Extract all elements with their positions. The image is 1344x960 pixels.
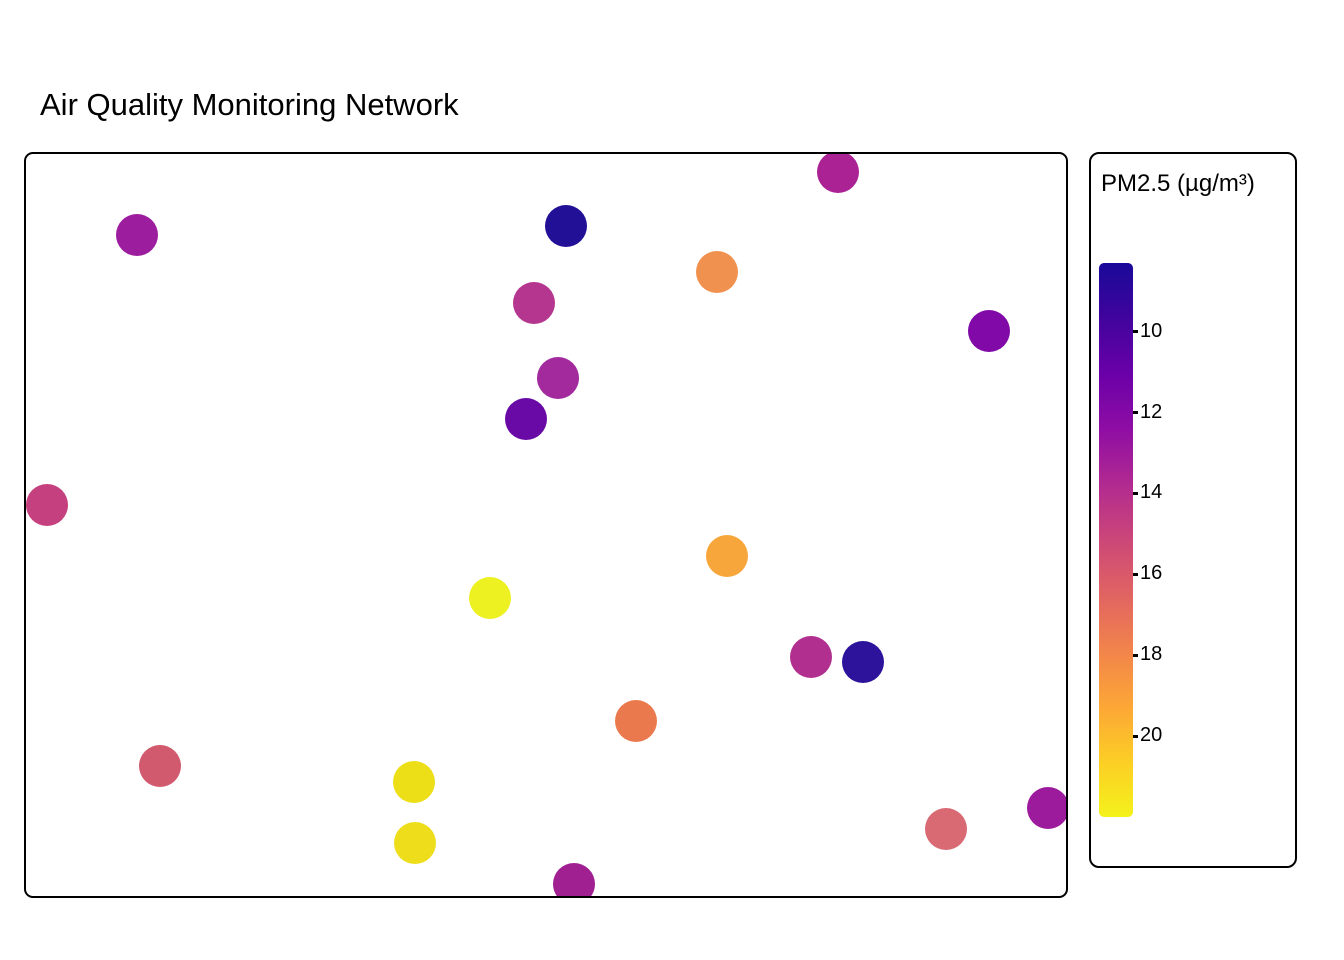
station-dot <box>790 636 832 678</box>
station-dot <box>469 577 511 619</box>
plot-panel <box>24 152 1068 898</box>
station-dot <box>139 745 181 787</box>
station-dot <box>393 761 435 803</box>
station-dot <box>925 808 967 850</box>
colorbar-tick-mark <box>1133 572 1138 576</box>
legend-title: PM2.5 (µg/m³) <box>1101 170 1255 197</box>
colorbar <box>1099 263 1133 817</box>
station-dot <box>537 357 579 399</box>
station-dot <box>615 700 657 742</box>
colorbar-tick-mark <box>1133 734 1138 738</box>
colorbar-tick-label: 12 <box>1140 400 1163 423</box>
colorbar-tick-label: 10 <box>1140 319 1163 342</box>
station-dot <box>842 641 884 683</box>
station-dot <box>706 535 748 577</box>
station-dot <box>817 154 859 193</box>
station-dot <box>545 205 587 247</box>
station-dot <box>1027 787 1066 829</box>
station-dot <box>26 484 68 526</box>
colorbar-tick-label: 14 <box>1140 481 1163 504</box>
station-dot <box>553 863 595 896</box>
station-dot <box>968 310 1010 352</box>
colorbar-tick-mark <box>1133 330 1138 334</box>
colorbar-tick-label: 20 <box>1140 724 1163 747</box>
station-dot <box>505 398 547 440</box>
station-dot <box>394 822 436 864</box>
legend: PM2.5 (µg/m³) 10 12 14 16 18 20 <box>1089 152 1297 868</box>
colorbar-tick-mark <box>1133 491 1138 495</box>
colorbar-tick-mark <box>1133 411 1138 415</box>
colorbar-tick-label: 18 <box>1140 643 1163 666</box>
page-title: Air Quality Monitoring Network <box>40 87 459 122</box>
colorbar-tick-mark <box>1133 653 1138 657</box>
colorbar-tick-label: 16 <box>1140 562 1163 585</box>
station-dot <box>116 214 158 256</box>
station-dot <box>696 251 738 293</box>
station-dot <box>513 282 555 324</box>
